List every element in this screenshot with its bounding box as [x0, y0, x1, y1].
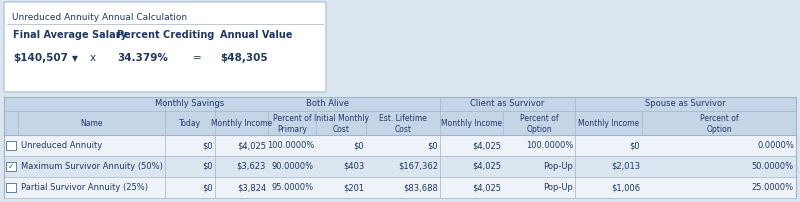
Text: $83,688: $83,688 — [403, 183, 438, 192]
Text: 0.0000%: 0.0000% — [757, 141, 794, 150]
Text: Monthly Income: Monthly Income — [211, 120, 272, 128]
Text: Est. Lifetime
Cost: Est. Lifetime Cost — [379, 114, 427, 134]
Text: $2,013: $2,013 — [611, 162, 640, 171]
Text: $4,025: $4,025 — [237, 141, 266, 150]
FancyBboxPatch shape — [6, 183, 16, 192]
Text: 95.0000%: 95.0000% — [272, 183, 314, 192]
Text: Today: Today — [179, 120, 201, 128]
Text: Name: Name — [80, 120, 102, 128]
Text: Percent of
Option: Percent of Option — [520, 114, 558, 134]
Text: $0: $0 — [202, 141, 213, 150]
Text: Annual Value: Annual Value — [220, 30, 293, 40]
Text: Pop-Up: Pop-Up — [543, 183, 573, 192]
FancyBboxPatch shape — [4, 97, 796, 111]
Text: $0: $0 — [630, 141, 640, 150]
Text: $0: $0 — [427, 141, 438, 150]
Text: $1,006: $1,006 — [611, 183, 640, 192]
Text: $4,025: $4,025 — [472, 183, 501, 192]
Text: Client as Survivor: Client as Survivor — [470, 100, 545, 108]
Text: $140,507: $140,507 — [13, 53, 68, 63]
Text: $3,824: $3,824 — [237, 183, 266, 192]
Text: x: x — [90, 53, 96, 63]
Text: $3,623: $3,623 — [237, 162, 266, 171]
FancyBboxPatch shape — [6, 141, 16, 150]
Text: Final Average Salary: Final Average Salary — [13, 30, 127, 40]
Text: Monthly Income: Monthly Income — [441, 120, 502, 128]
Text: Pop-Up: Pop-Up — [543, 162, 573, 171]
Text: Both Alive: Both Alive — [306, 100, 349, 108]
Text: 100.0000%: 100.0000% — [526, 141, 573, 150]
Text: $0: $0 — [202, 183, 213, 192]
Text: 25.0000%: 25.0000% — [752, 183, 794, 192]
Text: $48,305: $48,305 — [220, 53, 268, 63]
FancyBboxPatch shape — [4, 156, 796, 177]
Text: $4,025: $4,025 — [472, 141, 501, 150]
Text: Unreduced Annuity: Unreduced Annuity — [21, 141, 102, 150]
FancyBboxPatch shape — [4, 111, 796, 135]
Text: 90.0000%: 90.0000% — [272, 162, 314, 171]
Text: 100.0000%: 100.0000% — [266, 141, 314, 150]
Text: 34.379%: 34.379% — [117, 53, 168, 63]
Text: Percent of
Primary: Percent of Primary — [273, 114, 311, 134]
Text: ✓: ✓ — [8, 162, 14, 171]
Text: $0: $0 — [354, 141, 364, 150]
Text: Spouse as Survivor: Spouse as Survivor — [645, 100, 726, 108]
Text: $0: $0 — [202, 162, 213, 171]
Text: Monthly Income: Monthly Income — [578, 120, 639, 128]
Text: Percent Crediting: Percent Crediting — [117, 30, 214, 40]
Text: Maximum Survivor Annuity (50%): Maximum Survivor Annuity (50%) — [21, 162, 163, 171]
Text: Percent of
Option: Percent of Option — [700, 114, 738, 134]
Text: $4,025: $4,025 — [472, 162, 501, 171]
Text: =: = — [193, 53, 202, 63]
FancyBboxPatch shape — [4, 177, 796, 198]
Text: $167,362: $167,362 — [398, 162, 438, 171]
Text: ▼: ▼ — [72, 54, 78, 63]
FancyBboxPatch shape — [4, 135, 796, 156]
Text: Partial Survivor Annuity (25%): Partial Survivor Annuity (25%) — [21, 183, 148, 192]
Text: Monthly Savings: Monthly Savings — [155, 100, 225, 108]
FancyBboxPatch shape — [6, 162, 16, 171]
FancyBboxPatch shape — [4, 2, 326, 92]
Text: $201: $201 — [343, 183, 364, 192]
Text: $403: $403 — [342, 162, 364, 171]
Text: Unreduced Annuity Annual Calculation: Unreduced Annuity Annual Calculation — [12, 13, 187, 22]
Text: Initial Monthly
Cost: Initial Monthly Cost — [314, 114, 369, 134]
Text: 50.0000%: 50.0000% — [752, 162, 794, 171]
